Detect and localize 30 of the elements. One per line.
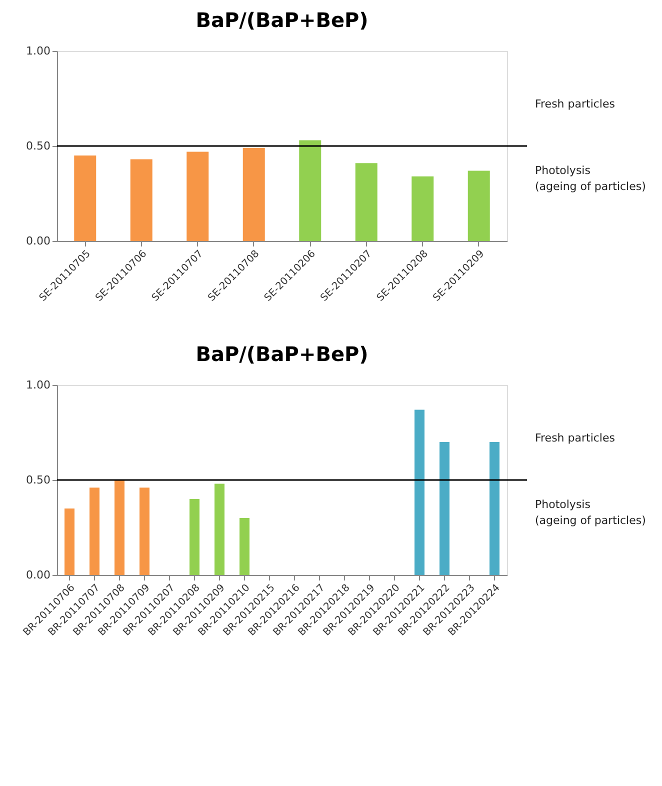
bar [140,488,150,575]
y-tick-label: 0.00 [26,568,50,582]
bar [64,508,74,575]
y-tick-label: 1.00 [26,44,50,58]
bar [242,148,265,241]
bar [490,442,500,575]
bar [114,480,124,575]
text: Photolysis (ageing of particles) [535,164,646,193]
chart-title: BaP/(BaP+BeP) [196,8,368,32]
bar [299,140,322,241]
bar [240,518,250,575]
bar [468,170,490,241]
bar [130,159,152,241]
bar [214,484,224,575]
text: Fresh particles [535,432,616,444]
bar [412,176,434,241]
y-tick-label: 0.50 [26,474,50,486]
bar [90,488,100,575]
bar [440,442,450,575]
y-tick-label: 0.00 [26,234,50,248]
y-tick-label: 1.00 [26,378,50,392]
bar [74,156,96,241]
bar [190,499,200,575]
y-tick-label: 0.50 [26,140,50,152]
chart-title: BaP/(BaP+BeP) [196,342,368,366]
text: Photolysis (ageing of particles) [535,498,646,527]
bar [414,410,424,575]
bar [186,152,209,241]
bar [355,163,378,241]
text: Fresh particles [535,98,616,110]
